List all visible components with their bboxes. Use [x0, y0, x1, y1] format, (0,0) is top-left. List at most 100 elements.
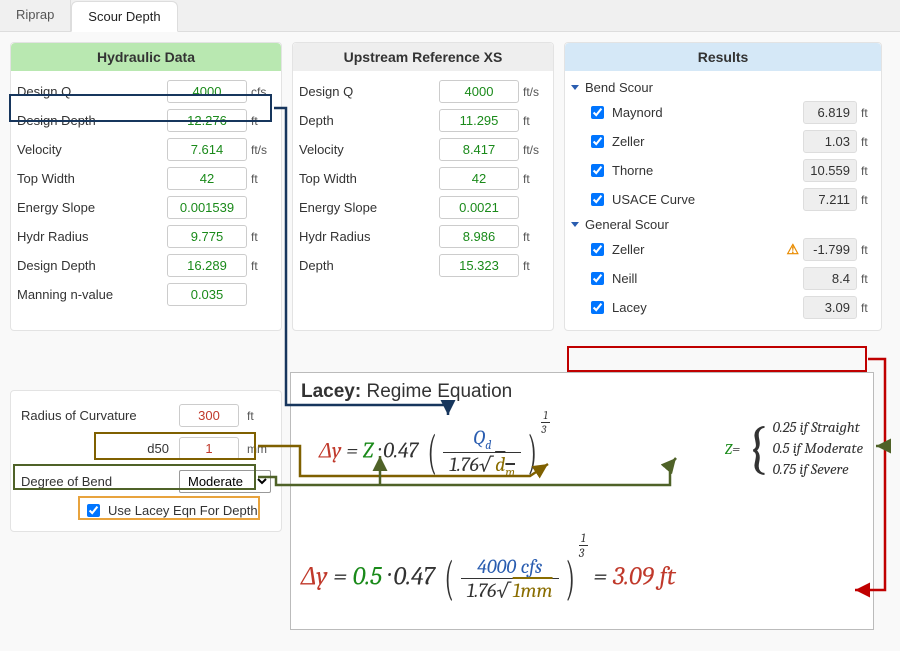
field-label: Top Width — [17, 171, 167, 186]
field-label: Manning n-value — [17, 287, 167, 302]
z-case: 0.5 if Moderate — [773, 438, 863, 459]
field-label: Velocity — [299, 142, 439, 157]
equation-title: Lacey: Regime Equation — [301, 381, 512, 403]
result-unit: ft — [857, 272, 875, 286]
z-case: 0.25 if Straight — [773, 417, 863, 438]
degree-of-bend-select[interactable]: Moderate — [179, 470, 271, 493]
field-unit: ft — [519, 114, 547, 128]
field-unit: ft — [243, 409, 271, 423]
result-checkbox[interactable] — [591, 272, 604, 285]
z-case: 0.75 if Severe — [773, 459, 863, 480]
panel-title: Results — [565, 43, 881, 71]
result-label: USACE Curve — [612, 192, 695, 207]
d50-input[interactable]: 1 — [179, 437, 239, 460]
field-label: d50 — [21, 441, 175, 456]
result-value: 10.559 — [803, 159, 857, 182]
field-label: Design Depth — [17, 258, 167, 273]
field-value[interactable]: 4000 — [167, 80, 247, 103]
field-label: Design Depth — [17, 113, 167, 128]
field-unit: ft/s — [519, 143, 547, 157]
field-value[interactable]: 0.035 — [167, 283, 247, 306]
field-label: Depth — [299, 113, 439, 128]
result-label: Zeller — [612, 134, 645, 149]
field-unit: ft — [519, 230, 547, 244]
z-definition: Z = { 0.25 if Straight 0.5 if Moderate 0… — [725, 415, 863, 482]
result-checkbox[interactable] — [591, 106, 604, 119]
result-unit: ft — [857, 243, 875, 257]
equation-panel: Lacey: Regime Equation Δy = Z · 0.47 (Qd… — [290, 372, 874, 630]
field-value[interactable]: 12.276 — [167, 109, 247, 132]
result-unit: ft — [857, 301, 875, 315]
group-bend-scour[interactable]: Bend Scour — [565, 77, 881, 98]
result-label: Thorne — [612, 163, 653, 178]
use-lacey-checkbox[interactable] — [87, 504, 100, 517]
chevron-down-icon — [571, 222, 579, 227]
result-value: 1.03 — [803, 130, 857, 153]
field-unit: ft — [247, 172, 275, 186]
field-label: Hydr Radius — [17, 229, 167, 244]
equation-symbolic: Δy = Z · 0.47 (Qd1.76√dm)13 — [319, 425, 550, 480]
field-value[interactable]: 8.417 — [439, 138, 519, 161]
field-unit: ft — [247, 114, 275, 128]
field-label: Energy Slope — [17, 200, 167, 215]
result-value: 3.09 — [803, 296, 857, 319]
result-value: 6.819 — [803, 101, 857, 124]
field-label: Radius of Curvature — [21, 408, 175, 423]
field-unit: ft — [519, 172, 547, 186]
panel-upstream-xs: Upstream Reference XS Design Q4000ft/s D… — [292, 42, 554, 331]
field-value[interactable]: 7.614 — [167, 138, 247, 161]
field-value[interactable]: 42 — [439, 167, 519, 190]
field-label: Velocity — [17, 142, 167, 157]
result-value: 7.211 — [803, 188, 857, 211]
result-unit: ft — [857, 106, 875, 120]
result-checkbox[interactable] — [591, 193, 604, 206]
field-value[interactable]: 16.289 — [167, 254, 247, 277]
result-label: Lacey — [612, 300, 647, 315]
field-unit: ft — [519, 259, 547, 273]
highlight-lacey-result — [567, 346, 867, 372]
field-value[interactable]: 4000 — [439, 80, 519, 103]
result-value: -1.799 — [803, 238, 857, 261]
result-unit: ft — [857, 164, 875, 178]
field-label: Depth — [299, 258, 439, 273]
field-unit: mm — [243, 442, 271, 456]
field-unit: ft — [247, 230, 275, 244]
panel-results: Results Bend Scour Maynord6.819ft Zeller… — [564, 42, 882, 331]
result-label: Neill — [612, 271, 637, 286]
panel-title: Hydraulic Data — [11, 43, 281, 71]
tab-riprap[interactable]: Riprap — [0, 0, 71, 31]
warning-icon: ⚠ — [786, 241, 799, 258]
radius-of-curvature-input[interactable]: 300 — [179, 404, 239, 427]
field-unit: ft/s — [247, 143, 275, 157]
result-checkbox[interactable] — [591, 135, 604, 148]
result-checkbox[interactable] — [591, 164, 604, 177]
panel-hydraulic-data: Hydraulic Data Design Q4000cfs Design De… — [10, 42, 282, 331]
field-value[interactable]: 0.0021 — [439, 196, 519, 219]
result-checkbox[interactable] — [591, 243, 604, 256]
group-title: General Scour — [585, 217, 669, 232]
field-value[interactable]: 8.986 — [439, 225, 519, 248]
panel-title: Upstream Reference XS — [293, 43, 553, 71]
field-value[interactable]: 42 — [167, 167, 247, 190]
field-value[interactable]: 9.775 — [167, 225, 247, 248]
tab-bar: Riprap Scour Depth — [0, 0, 900, 32]
field-value[interactable]: 15.323 — [439, 254, 519, 277]
result-unit: ft — [857, 135, 875, 149]
group-title: Bend Scour — [585, 80, 653, 95]
field-unit: ft/s — [519, 85, 547, 99]
group-general-scour[interactable]: General Scour — [565, 214, 881, 235]
chevron-down-icon — [571, 85, 579, 90]
result-unit: ft — [857, 193, 875, 207]
field-label: Top Width — [299, 171, 439, 186]
result-checkbox[interactable] — [591, 301, 604, 314]
result-label: Maynord — [612, 105, 663, 120]
panel-bend-params: Radius of Curvature 300 ft d50 1 mm Degree o… — [10, 390, 282, 532]
tab-scour-depth[interactable]: Scour Depth — [71, 1, 177, 32]
result-value: 8.4 — [803, 267, 857, 290]
equation-worked: Δy = 0.5 · 0.47 (4000 cfs1.76√1mm)13 = 3… — [301, 551, 676, 606]
field-unit: ft — [247, 259, 275, 273]
field-value[interactable]: 0.001539 — [167, 196, 247, 219]
field-value[interactable]: 11.295 — [439, 109, 519, 132]
field-label: Degree of Bend — [21, 474, 175, 489]
checkbox-label: Use Lacey Eqn For Depth — [108, 503, 258, 518]
